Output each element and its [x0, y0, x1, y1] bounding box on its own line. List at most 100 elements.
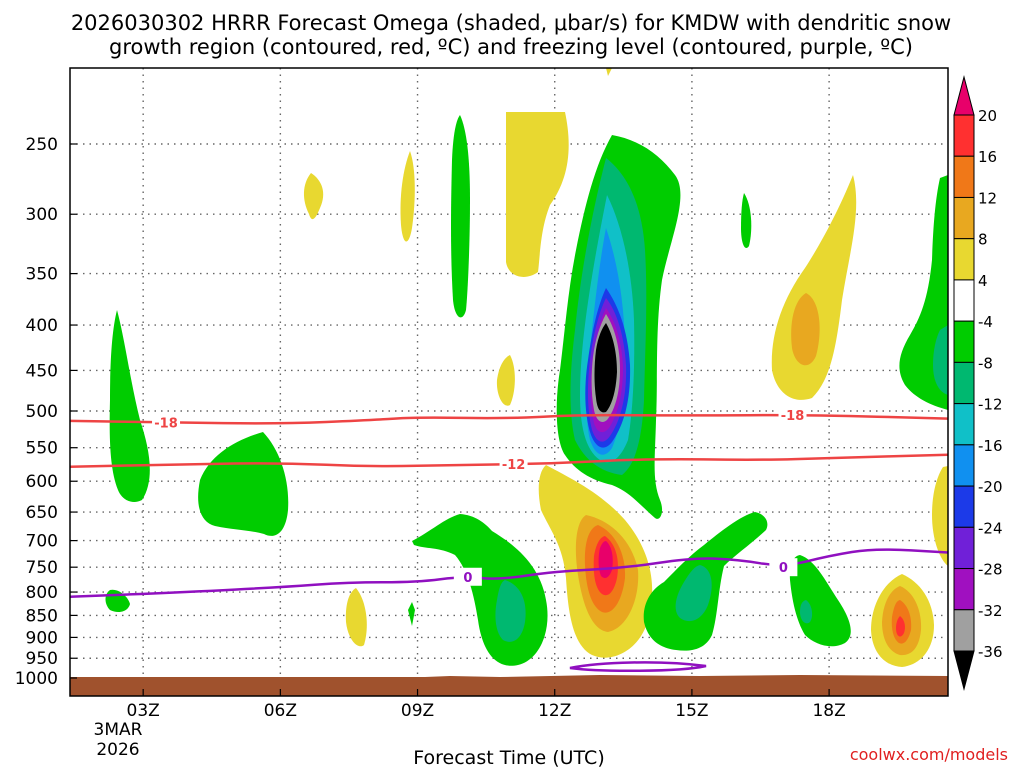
date-label-year: 2026 [96, 740, 139, 760]
y-axis: 2503003504004505005506006507007508008509… [15, 135, 77, 689]
date-label-day: 3MAR [94, 720, 143, 740]
omega-positive-patch [606, 68, 612, 76]
y-tick-label: 350 [26, 265, 58, 285]
colorbar-label: -32 [978, 602, 1003, 620]
colorbar-swatch [953, 526, 975, 570]
colorbar: 20 16 12 8 4 -4 -8 -12 -16 -20 -24 -28 -32 -36 [953, 75, 1003, 691]
colorbar-label: -12 [978, 396, 1003, 414]
dgz-contour-minus18-label-bg [778, 405, 807, 424]
dgz-contour-minus18-label: -18 [154, 416, 178, 431]
colorbar-swatch [953, 403, 975, 446]
x-axis: 03Z 06Z 09Z 12Z 15Z 18Z [127, 689, 846, 721]
omega-min-core [594, 323, 617, 413]
colorbar-label: -8 [978, 354, 993, 372]
y-tick-label: 650 [26, 503, 58, 523]
colorbar-label: -16 [978, 437, 1003, 455]
colorbar-label: 8 [978, 231, 988, 249]
dgz-contour-minus18-label-bg [152, 413, 181, 432]
omega-positive-patch [791, 293, 820, 366]
omega-positive-patch [303, 173, 324, 220]
omega-negative-patch [408, 602, 415, 626]
ground-top-edge [70, 675, 948, 680]
colorbar-swatch [953, 196, 975, 240]
x-tick-label: 12Z [538, 701, 571, 721]
freezing-level-contour-label: 0 [779, 561, 788, 576]
colorbar-label: -36 [978, 643, 1003, 661]
plot-frame [69, 67, 949, 697]
colorbar-label: 20 [978, 107, 997, 125]
colorbar-swatch [953, 485, 975, 528]
colorbar-swatch [953, 114, 975, 157]
colorbar-swatch [953, 444, 975, 487]
x-axis-title: Forecast Time (UTC) [413, 747, 604, 768]
y-tick-label: 250 [26, 135, 58, 155]
omega-positive-patch [496, 355, 515, 406]
y-tick-label: 700 [26, 532, 58, 552]
chart-title-line1: 2026030302 HRRR Forecast Omega (shaded, … [71, 11, 951, 35]
colorbar-swatch [953, 155, 975, 198]
y-tick-label: 1000 [15, 669, 58, 689]
x-tick-label: 18Z [812, 701, 845, 721]
dgz-contour-minus18-label: -18 [781, 409, 805, 424]
colorbar-swatch [953, 568, 975, 611]
omega-negative-patch [451, 115, 470, 318]
colorbar-swatch [953, 279, 975, 322]
y-tick-label: 600 [26, 472, 58, 492]
y-tick-label: 550 [26, 439, 58, 459]
credit-label: coolwx.com/models [850, 745, 1008, 764]
colorbar-label: -28 [978, 561, 1003, 579]
colorbar-label: 16 [978, 148, 997, 166]
omega-max-core [896, 616, 905, 637]
x-tick-label: 15Z [675, 701, 708, 721]
y-tick-label: 500 [26, 402, 58, 422]
y-tick-label: 800 [26, 583, 58, 603]
omega-negative-patch [789, 555, 851, 647]
dgz-contour-minus18 [70, 413, 948, 425]
omega-positive-patch [932, 466, 948, 566]
colorbar-label: -4 [978, 313, 993, 331]
omega-negative-patch [800, 600, 813, 624]
y-tick-label: 300 [26, 205, 58, 225]
dgz-contour-minus12-label: -12 [502, 458, 526, 473]
omega-negative-patch [933, 325, 948, 395]
omega-negative-patch [198, 432, 289, 536]
contour-labels: -18 -18 -12 0 0 [152, 405, 807, 586]
x-tick-label: 09Z [401, 701, 434, 721]
colorbar-label: 4 [978, 272, 988, 290]
freezing-level-contour-label: 0 [463, 571, 472, 586]
colorbar-label: 12 [978, 189, 997, 207]
colorbar-swatch [953, 238, 975, 281]
dgz-contour-minus12 [70, 453, 948, 469]
colorbar-label: -20 [978, 478, 1003, 496]
colorbar-label: -24 [978, 519, 1003, 537]
y-tick-label: 850 [26, 606, 58, 626]
y-tick-label: 900 [26, 628, 58, 648]
colorbar-swatch [953, 320, 975, 363]
omega-negative-patch [741, 193, 752, 248]
y-tick-label: 950 [26, 649, 58, 669]
omega-positive-patch [506, 112, 569, 277]
y-tick-label: 450 [26, 361, 58, 381]
y-tick-label: 750 [26, 558, 58, 578]
omega-shading [70, 68, 948, 696]
colorbar-arrow-top [953, 75, 975, 116]
x-tick-label: 03Z [127, 701, 160, 721]
freezing-level-contour-lower [569, 661, 707, 673]
colorbar-swatch [953, 609, 975, 652]
ground-surface [70, 677, 948, 696]
omega-positive-patch [400, 151, 415, 242]
omega-negative-patch [109, 310, 150, 502]
plot-area: -18 -18 -12 0 0 03Z 06Z 09Z 12Z 15Z 18Z 250 300 350… [15, 67, 949, 721]
omega-negative-patch [495, 580, 526, 642]
omega-negative-patch [675, 565, 712, 622]
chart-title-line2: growth region (contoured, red, ºC) and f… [109, 35, 913, 59]
y-tick-label: 400 [26, 316, 58, 336]
x-tick-label: 06Z [264, 701, 297, 721]
dgz-contour-minus12-label-bg [499, 455, 528, 474]
colorbar-arrow-bottom [953, 650, 975, 691]
omega-positive-patch [345, 588, 367, 647]
freezing-level-contour-label-bg [453, 567, 482, 586]
colorbar-swatch [953, 361, 975, 405]
freezing-level-contour-label-bg [769, 558, 798, 577]
